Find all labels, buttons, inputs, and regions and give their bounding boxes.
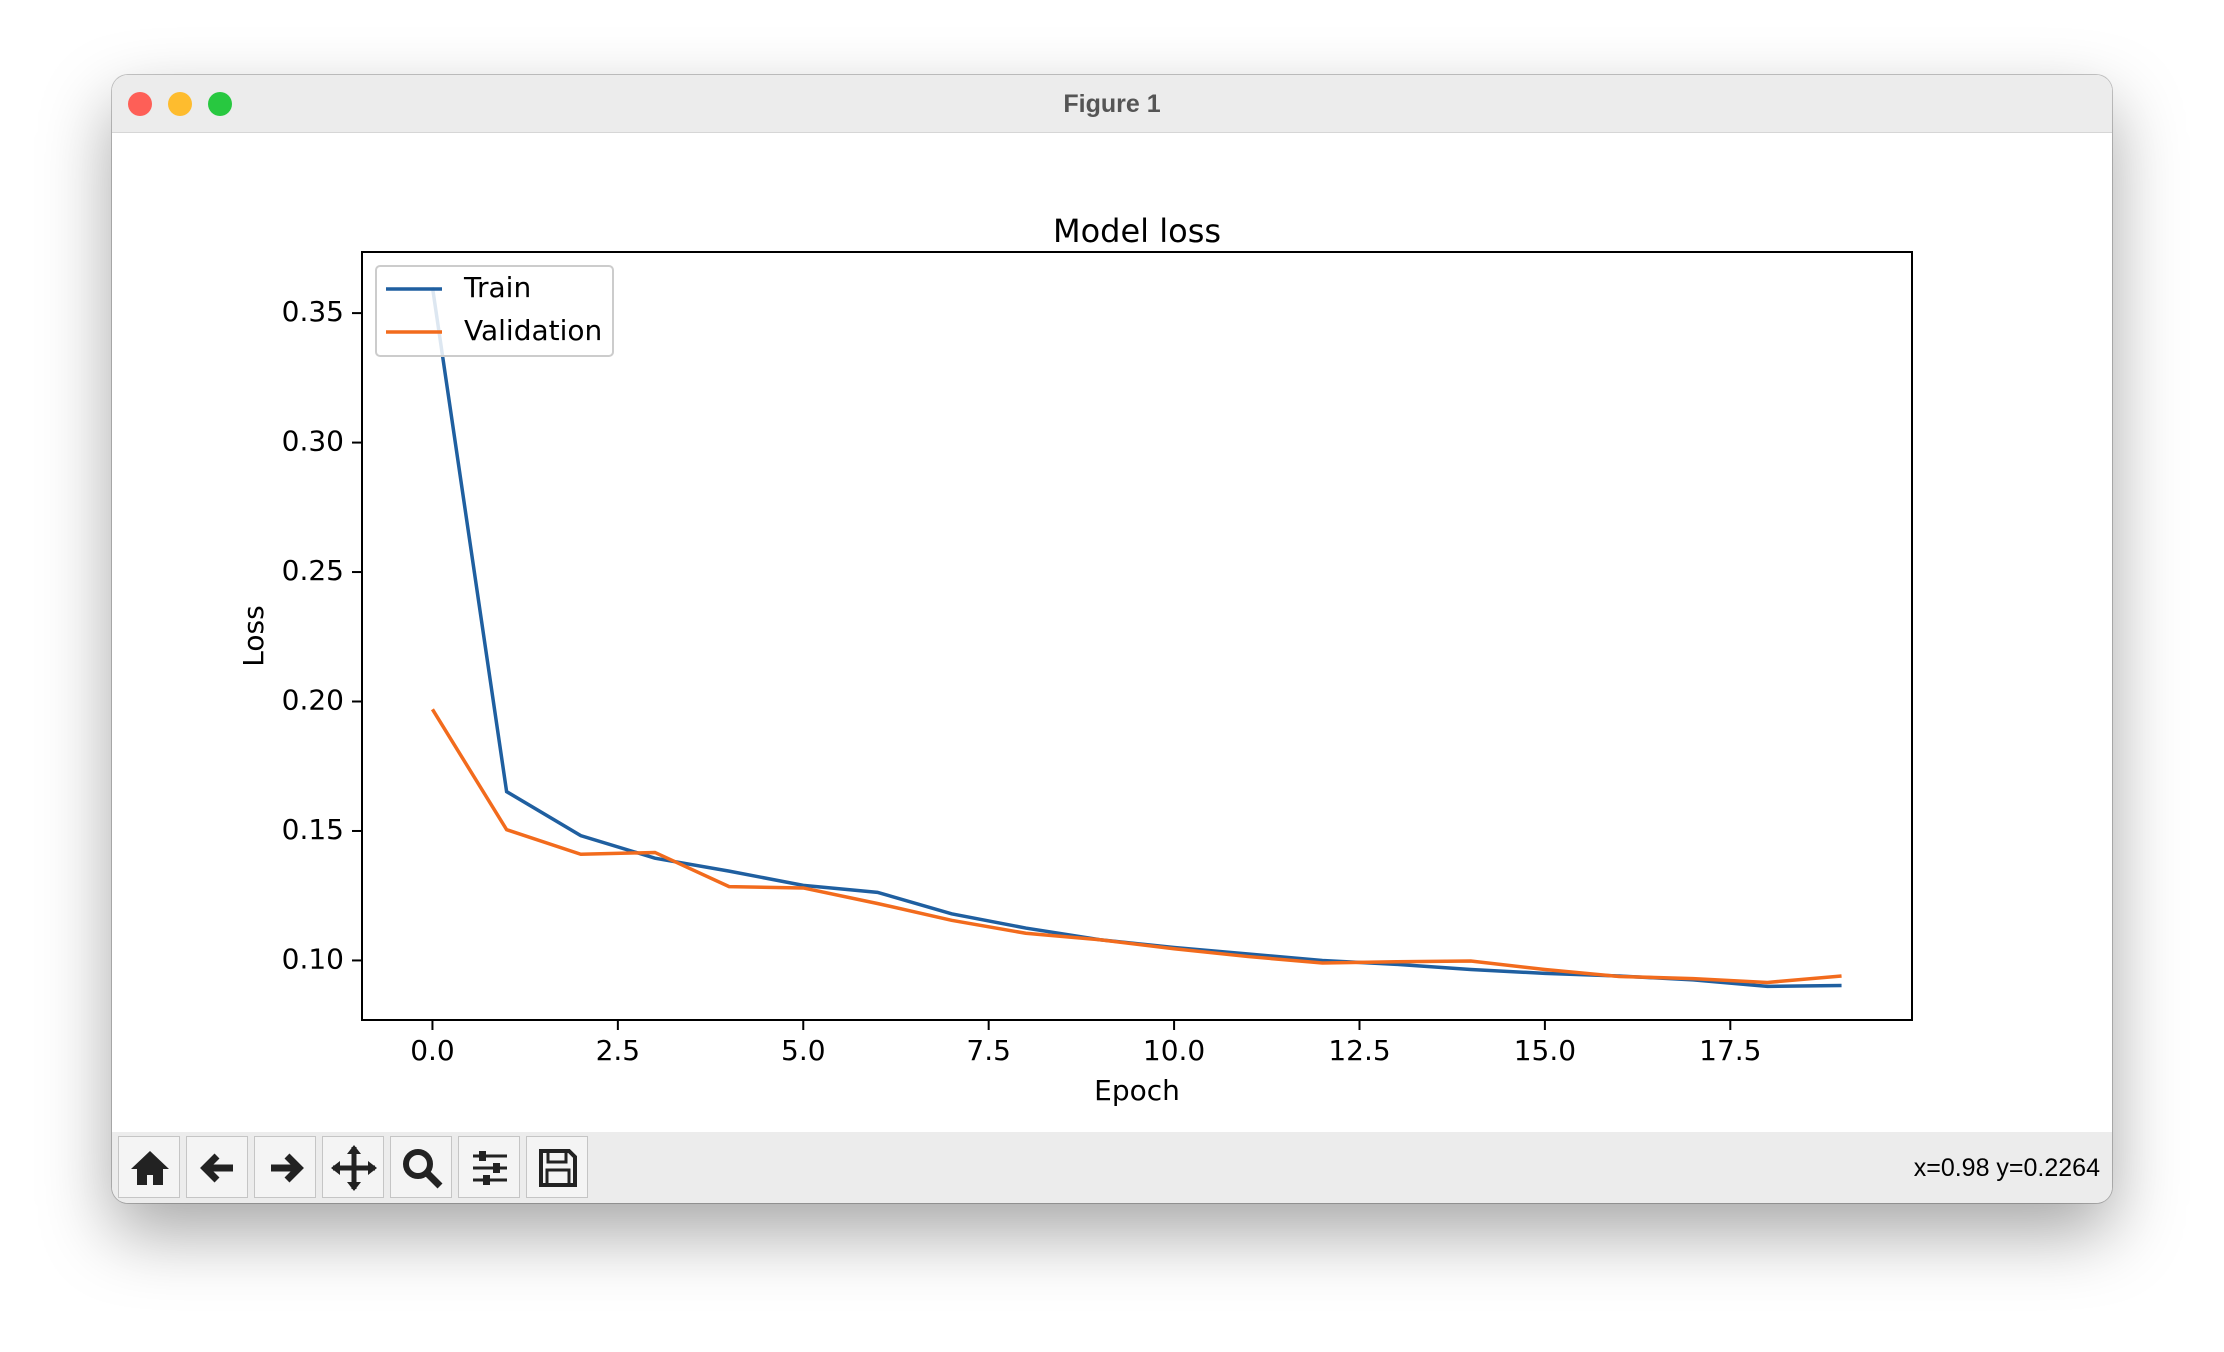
legend-label: Train bbox=[463, 271, 531, 304]
back-button[interactable] bbox=[186, 1136, 248, 1198]
x-tick-label: 7.5 bbox=[966, 1034, 1011, 1067]
chart-title: Model loss bbox=[1053, 212, 1221, 250]
window-title: Figure 1 bbox=[1063, 90, 1161, 118]
x-tick-label: 2.5 bbox=[596, 1034, 641, 1067]
window: Figure 1 Model loss 0.10 0.15 0.20 0.25 0.30 0… bbox=[112, 75, 2112, 1203]
y-tick-label: 0.15 bbox=[282, 813, 344, 846]
x-tick-label: 0.0 bbox=[410, 1034, 455, 1067]
legend-label: Validation bbox=[464, 314, 602, 347]
x-tick-label: 12.5 bbox=[1328, 1034, 1390, 1067]
zoom-button[interactable] bbox=[208, 92, 232, 116]
chart: Model loss 0.10 0.15 0.20 0.25 0.30 0.35 0.0 2.5… bbox=[237, 212, 1913, 1107]
y-tick-label: 0.30 bbox=[282, 425, 344, 458]
toolbar: x=0.98 y=0.2264 bbox=[112, 1132, 2112, 1203]
y-tick-label: 0.25 bbox=[282, 554, 344, 587]
close-button[interactable] bbox=[128, 92, 152, 116]
forward-button[interactable] bbox=[254, 1136, 316, 1198]
configure-button[interactable] bbox=[458, 1136, 520, 1198]
y-tick-label: 0.10 bbox=[282, 942, 344, 975]
plot-frame bbox=[361, 251, 1913, 1021]
title-bar: Figure 1 bbox=[112, 75, 2112, 133]
y-tick-label: 0.20 bbox=[282, 684, 344, 717]
x-tick-label: 10.0 bbox=[1143, 1034, 1205, 1067]
minimize-button[interactable] bbox=[168, 92, 192, 116]
zoom-tool-button[interactable] bbox=[390, 1136, 452, 1198]
save-button[interactable] bbox=[526, 1136, 588, 1198]
series-line bbox=[430, 708, 1842, 985]
series-line bbox=[430, 286, 1842, 989]
y-axis-label: Loss bbox=[237, 605, 270, 666]
x-axis-label: Epoch bbox=[1094, 1074, 1180, 1107]
home-button[interactable] bbox=[118, 1136, 180, 1198]
x-tick-label: 5.0 bbox=[781, 1034, 826, 1067]
cursor-status: x=0.98 y=0.2264 bbox=[1913, 1154, 2100, 1182]
x-tick-label: 15.0 bbox=[1514, 1034, 1576, 1067]
y-tick-label: 0.35 bbox=[282, 295, 344, 328]
pan-button[interactable] bbox=[322, 1136, 384, 1198]
x-tick-label: 17.5 bbox=[1699, 1034, 1761, 1067]
